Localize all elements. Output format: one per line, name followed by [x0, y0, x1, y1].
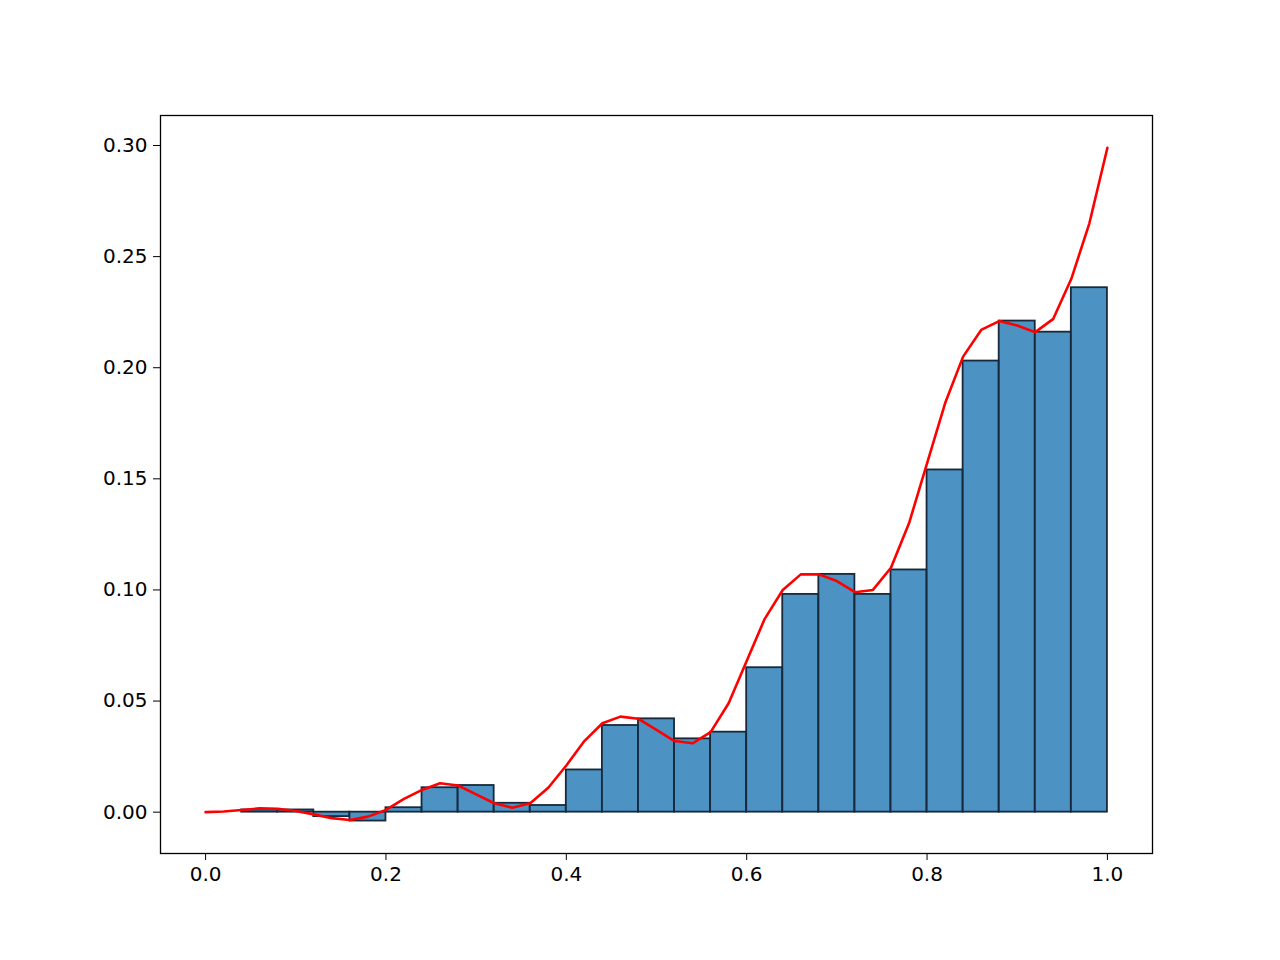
svg-text:0.2: 0.2	[370, 862, 402, 886]
svg-text:0.25: 0.25	[103, 244, 148, 268]
svg-text:0.0: 0.0	[190, 862, 222, 886]
svg-text:0.05: 0.05	[103, 688, 148, 712]
svg-text:0.15: 0.15	[103, 466, 148, 490]
svg-text:0.30: 0.30	[103, 133, 148, 157]
svg-text:0.8: 0.8	[911, 862, 943, 886]
svg-text:0.20: 0.20	[103, 355, 148, 379]
svg-text:1.0: 1.0	[1092, 862, 1124, 886]
svg-text:0.6: 0.6	[731, 862, 763, 886]
svg-text:0.10: 0.10	[103, 577, 148, 601]
svg-text:0.00: 0.00	[103, 800, 148, 824]
svg-text:0.4: 0.4	[550, 862, 582, 886]
